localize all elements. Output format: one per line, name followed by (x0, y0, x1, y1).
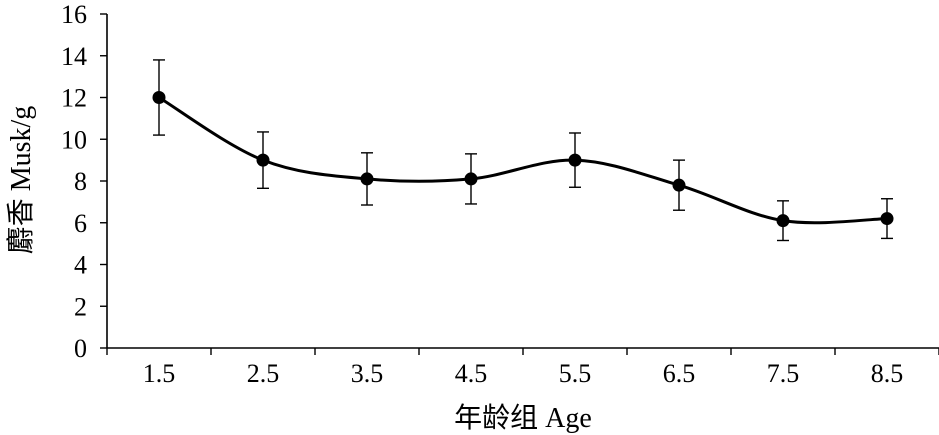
data-point (464, 172, 478, 186)
x-tick-label: 4.5 (455, 359, 488, 388)
series (152, 59, 894, 242)
x-tick-label: 8.5 (871, 359, 904, 388)
y-tick-label: 14 (61, 42, 87, 71)
y-tick-label: 6 (74, 209, 87, 238)
x-tick-label: 7.5 (767, 359, 800, 388)
x-tick-label: 6.5 (663, 359, 696, 388)
y-axis-title: 麝香 Musk/g (5, 106, 37, 255)
data-point (256, 153, 270, 167)
y-tick-label: 0 (74, 334, 87, 363)
x-ticks: 1.5 2.5 3.5 4.5 5.5 6.5 7.5 8.5 (106, 348, 939, 388)
x-axis-title: 年龄组 Age (454, 402, 592, 434)
x-tick-label: 2.5 (247, 359, 280, 388)
x-tick-label: 5.5 (559, 359, 592, 388)
data-point (672, 178, 686, 192)
x-tick-label: 1.5 (143, 359, 176, 388)
x-tick-label: 3.5 (351, 359, 384, 388)
y-tick-label: 4 (74, 251, 87, 280)
data-point (880, 212, 894, 226)
y-tick-label: 2 (74, 292, 87, 321)
y-tick-label: 8 (74, 167, 87, 196)
y-tick-label: 10 (61, 125, 87, 154)
y-ticks: 0 2 4 6 8 10 12 14 16 (61, 0, 107, 363)
axes (106, 14, 939, 349)
y-tick-label: 16 (61, 0, 87, 29)
data-point (360, 172, 374, 186)
data-point (568, 153, 582, 167)
data-point (776, 214, 790, 228)
data-point (152, 91, 166, 104)
y-tick-label: 12 (61, 84, 87, 113)
